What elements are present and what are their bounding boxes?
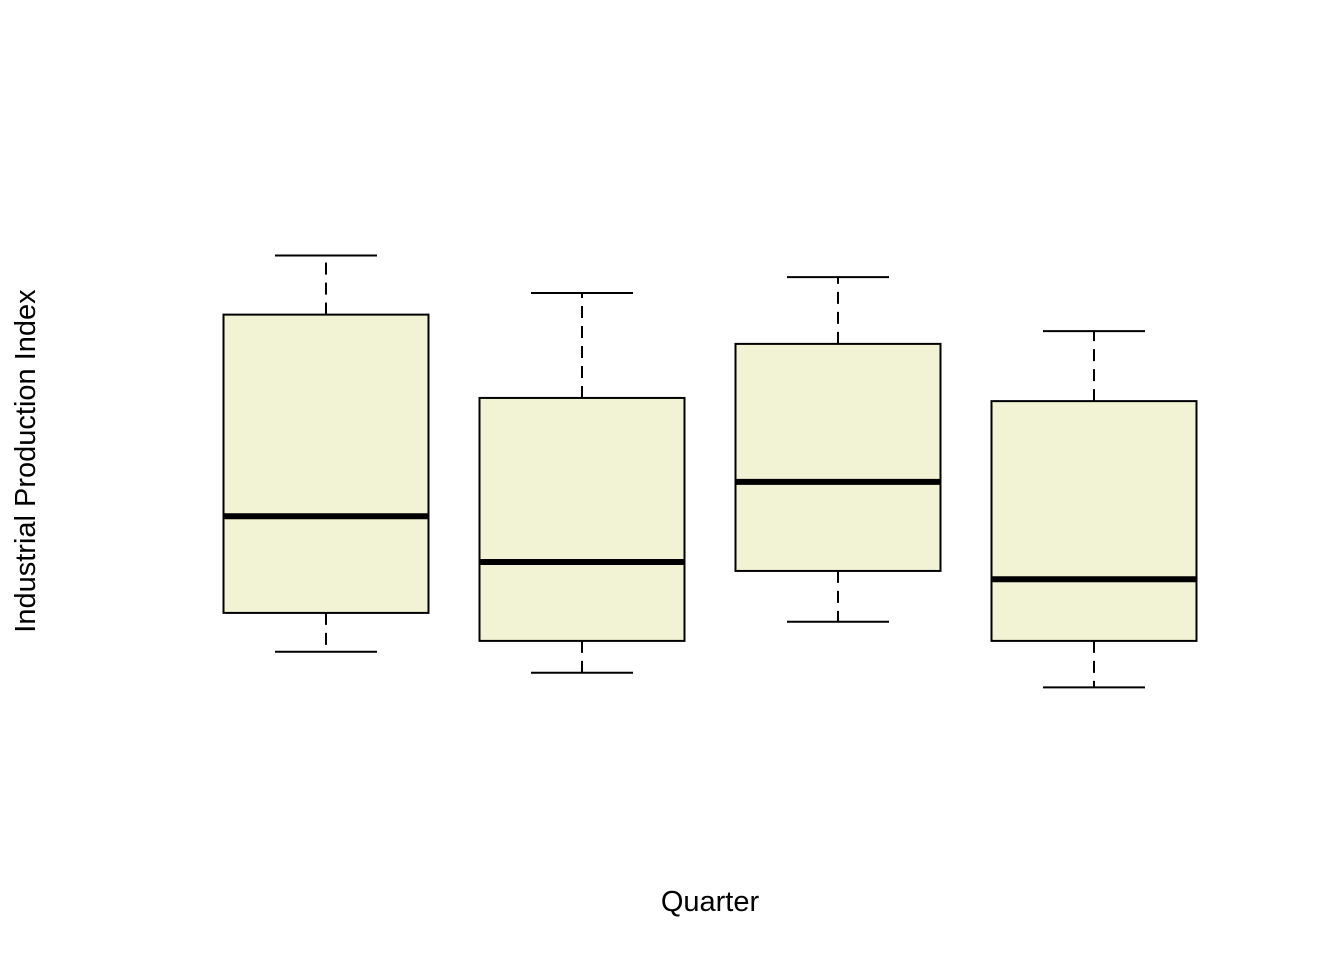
box-group-4: [990, 330, 1198, 689]
plot-area: [222, 254, 1198, 689]
y-axis-label: Industrial Production Index: [10, 289, 42, 633]
box-group-2: [478, 292, 686, 674]
iqr-box: [990, 400, 1198, 642]
box-group-3: [734, 276, 942, 623]
x-axis-label: Quarter: [661, 886, 760, 918]
iqr-box: [734, 342, 942, 572]
iqr-box: [478, 396, 686, 642]
box-group-1: [222, 254, 430, 653]
iqr-box: [222, 313, 430, 614]
